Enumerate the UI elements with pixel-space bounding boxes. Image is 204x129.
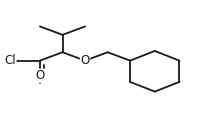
Text: O: O: [35, 69, 44, 82]
Text: Cl: Cl: [4, 54, 16, 67]
Text: O: O: [80, 54, 89, 67]
